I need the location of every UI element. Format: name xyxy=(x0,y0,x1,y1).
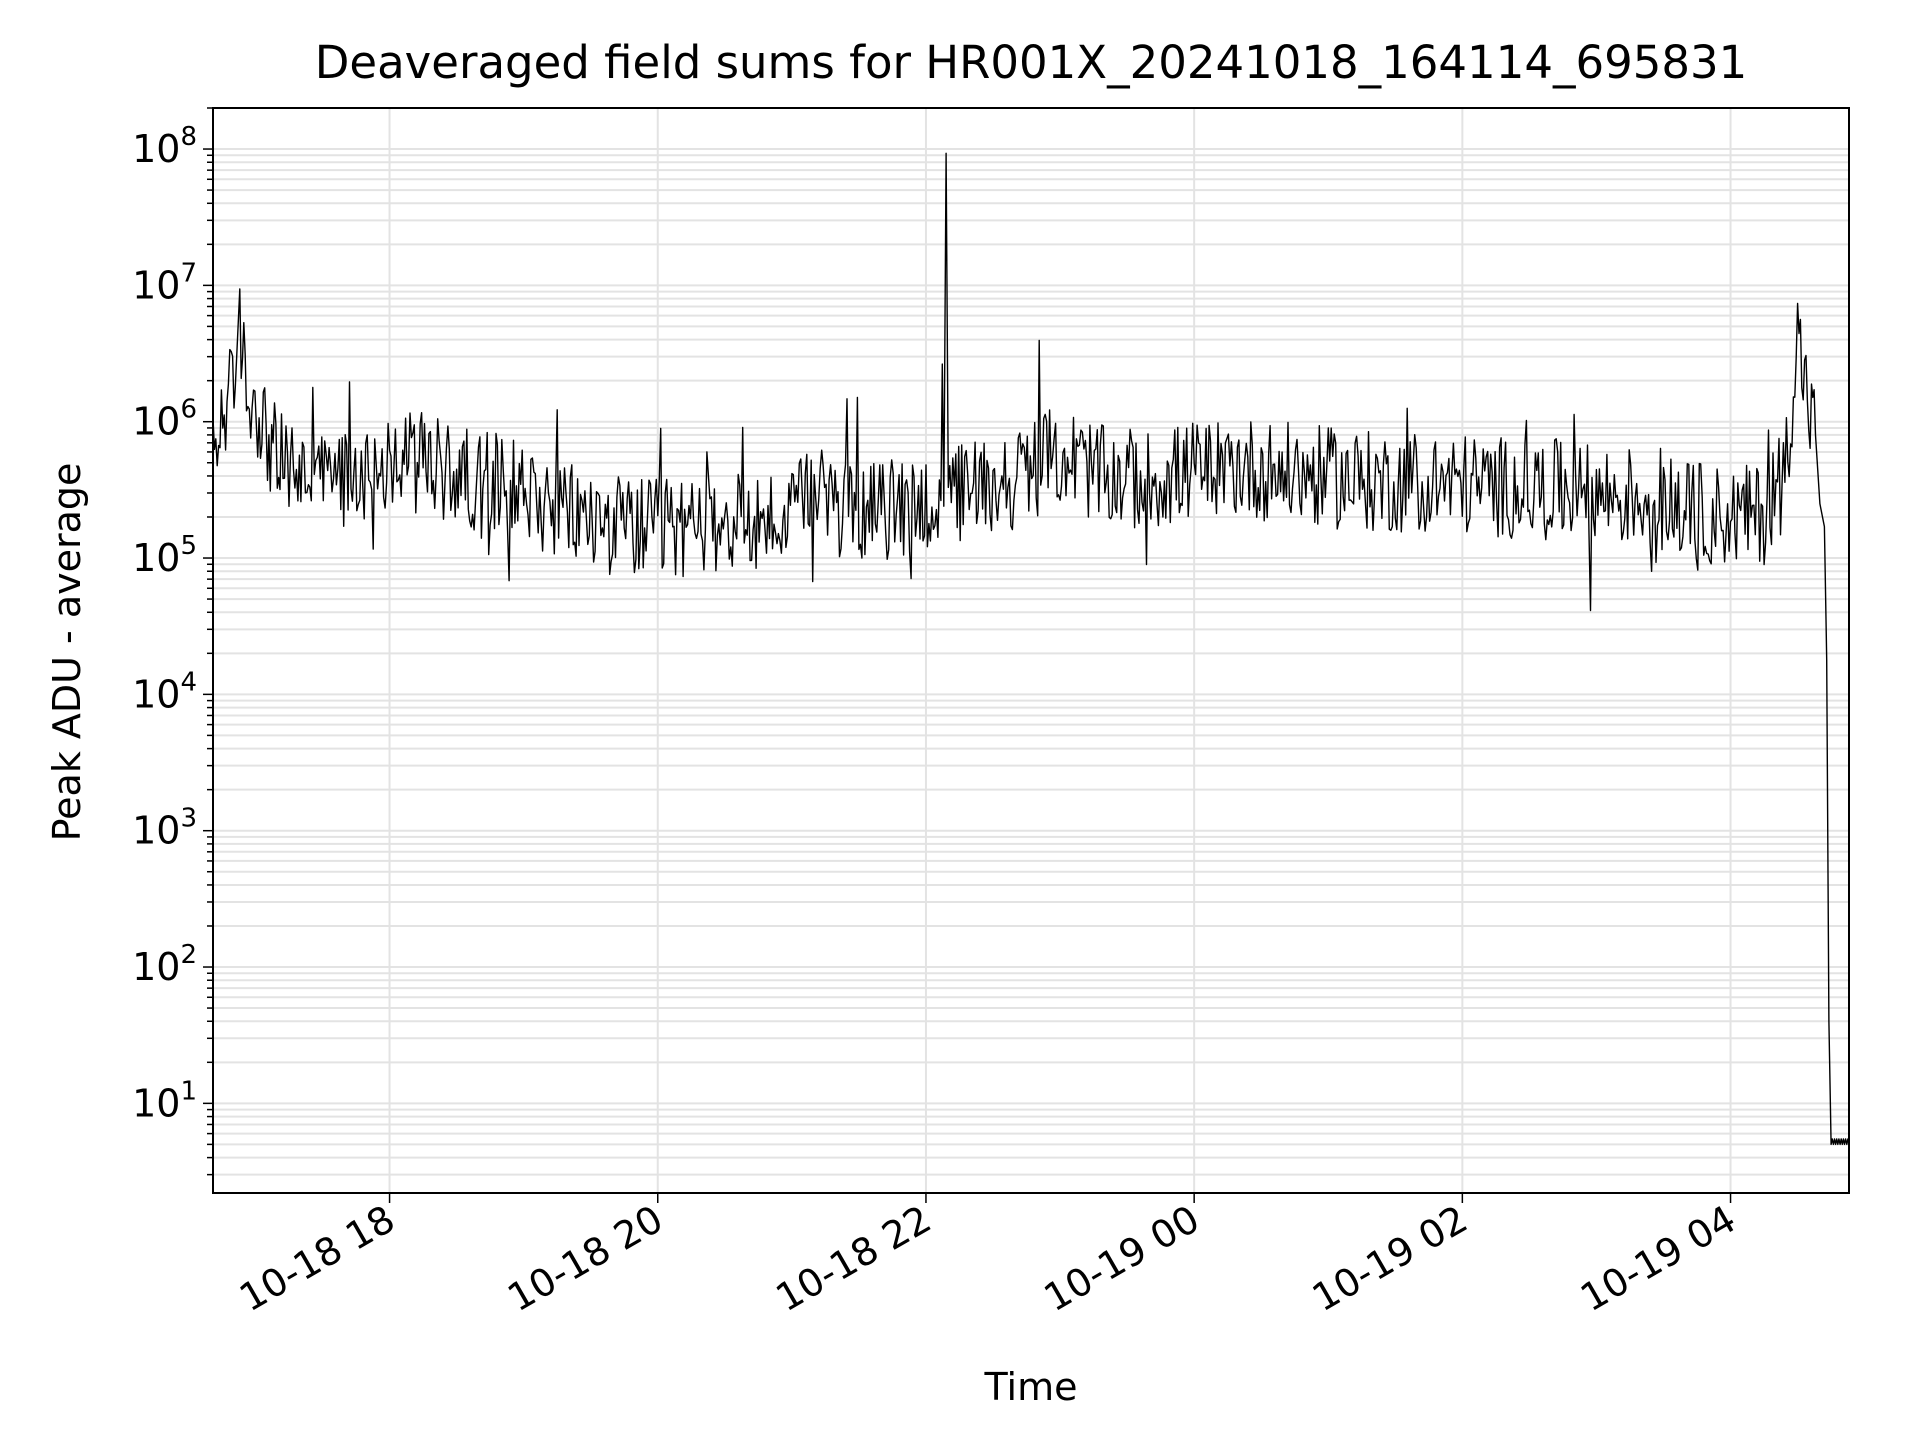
y-tick-label: 102 xyxy=(132,940,197,989)
y-tick-exponent: 7 xyxy=(180,258,197,288)
y-tick-base: 10 xyxy=(132,536,180,580)
y-tick-exponent: 8 xyxy=(180,122,197,152)
y-tick-label: 105 xyxy=(132,531,197,580)
y-tick-base: 10 xyxy=(132,672,180,716)
y-tick-exponent: 2 xyxy=(180,940,197,970)
y-tick-exponent: 5 xyxy=(180,531,197,561)
y-tick-base: 10 xyxy=(132,127,180,171)
chart-title: Deaveraged field sums for HR001X_2024101… xyxy=(315,36,1748,89)
y-tick-label: 108 xyxy=(132,122,197,171)
y-tick-label: 106 xyxy=(132,395,197,444)
y-tick-exponent: 1 xyxy=(180,1076,197,1106)
y-axis-label: Peak ADU - average xyxy=(45,463,89,842)
plot-frame xyxy=(212,107,1850,1194)
y-tick-base: 10 xyxy=(132,945,180,989)
y-tick-base: 10 xyxy=(132,809,180,853)
y-tick-base: 10 xyxy=(132,1081,180,1125)
grid xyxy=(213,107,1849,1193)
y-tick-base: 10 xyxy=(132,263,180,307)
x-axis-label: Time xyxy=(984,1365,1078,1409)
y-tick-label: 101 xyxy=(132,1076,197,1125)
y-tick-exponent: 6 xyxy=(180,395,197,425)
y-tick-label: 104 xyxy=(132,667,197,716)
y-tick-base: 10 xyxy=(132,400,180,444)
data-line xyxy=(212,152,1850,1146)
y-tick-label: 103 xyxy=(132,804,197,853)
y-tick-exponent: 3 xyxy=(180,804,197,834)
y-tick-label: 107 xyxy=(132,258,197,307)
data-line-group xyxy=(212,152,1850,1146)
y-tick-exponent: 4 xyxy=(180,667,197,697)
